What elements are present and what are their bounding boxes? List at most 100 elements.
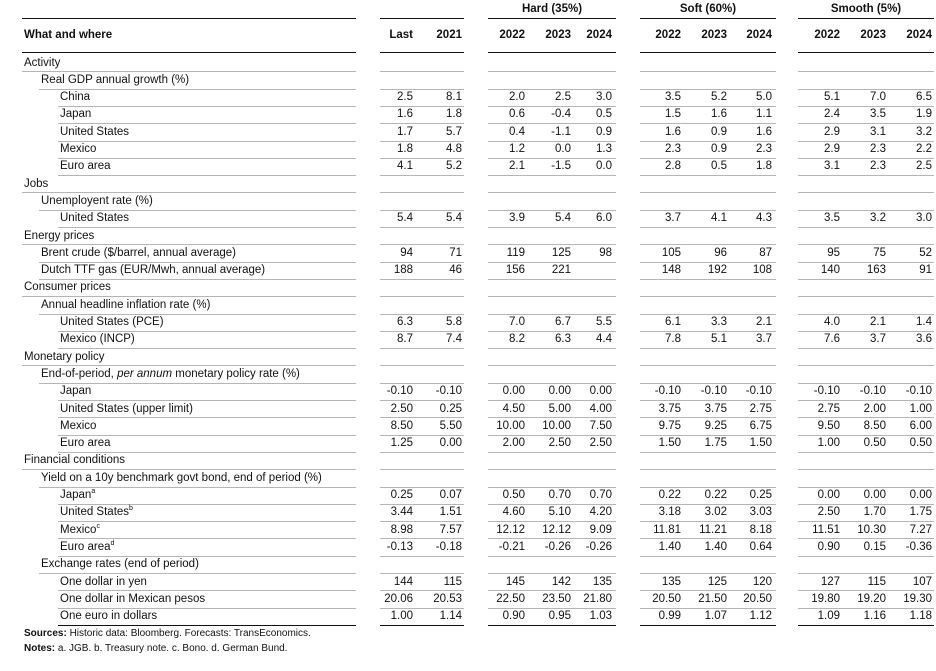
table-cell: 3.03 — [749, 506, 772, 519]
table-cell: 6.1 — [665, 316, 681, 328]
table-cell: 2.50 — [548, 437, 571, 450]
table-cell: 105 — [661, 246, 681, 259]
table-cell: 0.90 — [502, 610, 525, 623]
table-cell: 2.2 — [916, 143, 932, 155]
row-separator — [488, 227, 616, 228]
row-label-text: Euro area — [60, 540, 111, 553]
table-cell: 23.50 — [542, 592, 571, 605]
column-header: Last — [389, 29, 413, 41]
table-cell: 5.7 — [446, 125, 462, 138]
row-label-text: Japan — [60, 489, 92, 501]
row-separator — [640, 451, 776, 453]
table-cell: 1.00 — [817, 437, 840, 450]
table-cell: 221 — [551, 264, 571, 277]
row-separator — [58, 624, 356, 626]
row-separator — [488, 521, 616, 523]
table-cell: 144 — [393, 575, 413, 588]
table-cell: 12.12 — [496, 523, 525, 536]
table-cell: 1.1 — [756, 108, 772, 121]
column-header: 2023 — [860, 29, 886, 41]
table-cell: 2.5 — [397, 91, 413, 104]
table-cell: 1.40 — [704, 540, 727, 553]
table-cell: 107 — [912, 575, 932, 588]
table-cell: 2.3 — [665, 143, 681, 155]
row-label-text: United States — [60, 506, 130, 519]
row-label-text: Energy prices — [24, 229, 95, 242]
table-cell: 5.8 — [446, 316, 462, 328]
row-separator — [488, 590, 616, 592]
table-cell: 2.50 — [390, 402, 413, 415]
row-separator — [488, 296, 616, 298]
table-cell: 1.25 — [390, 437, 413, 450]
table-cell: 1.00 — [909, 402, 932, 415]
table-cell: 2.1 — [870, 316, 886, 328]
table-cell: -0.10 — [813, 385, 840, 398]
row-separator — [39, 278, 356, 280]
row-separator — [488, 365, 616, 367]
row-label: United States — [60, 211, 129, 225]
table-cell: 0.25 — [439, 402, 462, 415]
table-cell: -0.10 — [386, 385, 413, 398]
table-cell: -0.10 — [700, 385, 727, 398]
row-separator — [380, 573, 464, 574]
table-cell: 1.18 — [909, 610, 932, 623]
row-separator — [640, 105, 776, 107]
table-cell: 135 — [592, 575, 612, 588]
table-cell: 6.5 — [916, 91, 932, 104]
table-cell: 5.50 — [439, 419, 462, 432]
row-separator — [640, 573, 776, 574]
table-cell: 3.3 — [711, 316, 727, 328]
row-separator — [58, 348, 356, 350]
table-cell: 3.5 — [665, 91, 681, 104]
table-cell: 5.2 — [711, 91, 727, 104]
row-label: One dollar in yen — [60, 575, 147, 589]
row-separator — [380, 538, 464, 540]
table-cell: 5.00 — [548, 402, 571, 415]
table-cell: 9.25 — [704, 419, 727, 432]
footnote-marker: d — [110, 540, 115, 548]
table-cell: 1.50 — [658, 437, 681, 450]
table-cell: 1.75 — [909, 506, 932, 519]
row-separator — [39, 313, 356, 315]
row-separator — [380, 590, 464, 592]
row-separator — [798, 590, 934, 592]
table-cell: 96 — [714, 246, 727, 259]
row-label: China — [60, 90, 90, 104]
row-label: Consumer prices — [24, 280, 111, 294]
table-cell: 1.9 — [916, 108, 932, 121]
row-separator — [798, 278, 934, 280]
table-cell: 10.00 — [496, 419, 525, 432]
row-separator — [640, 157, 776, 159]
table-cell: 3.75 — [704, 402, 727, 415]
table-cell: 1.75 — [704, 437, 727, 450]
row-separator — [640, 348, 776, 350]
row-separator — [58, 123, 356, 125]
row-separator — [380, 486, 464, 488]
table-cell: 188 — [393, 264, 413, 277]
row-separator — [798, 88, 934, 90]
row-label-text: Mexico — [60, 143, 97, 155]
column-header: 2022 — [814, 29, 840, 41]
table-cell: 3.7 — [665, 212, 681, 225]
table-cell: 1.6 — [397, 108, 413, 121]
row-separator — [640, 624, 776, 626]
row-separator — [380, 469, 464, 471]
row-separator — [488, 88, 616, 90]
row-separator — [380, 382, 464, 384]
row-separator — [488, 348, 616, 350]
table-cell: 3.7 — [756, 333, 772, 346]
table-cell: 3.02 — [704, 506, 727, 519]
table-cell: 20.50 — [743, 592, 772, 605]
table-cell: 145 — [505, 575, 525, 588]
table-cell: -0.26 — [544, 540, 571, 553]
table-cell: 1.40 — [658, 540, 681, 553]
row-label-text: One dollar in yen — [60, 575, 147, 588]
row-separator — [488, 469, 616, 471]
table-cell: 2.3 — [870, 160, 886, 173]
table-cell: 94 — [400, 246, 413, 259]
table-cell: 3.5 — [870, 108, 886, 121]
table-cell: 2.9 — [824, 125, 840, 138]
row-separator — [798, 175, 934, 177]
row-separator — [39, 209, 356, 211]
table-cell: 3.2 — [916, 125, 932, 138]
